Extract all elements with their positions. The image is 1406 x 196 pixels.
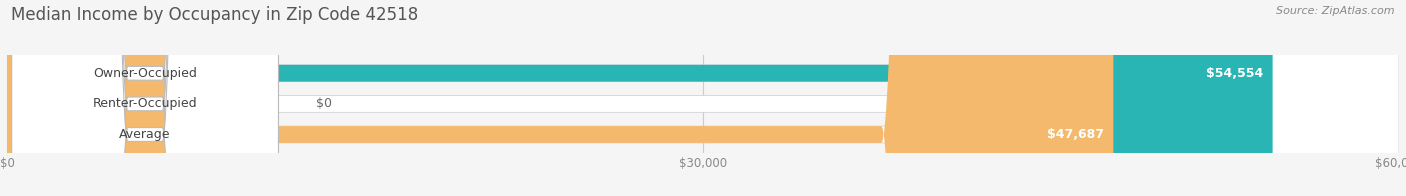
Text: Renter-Occupied: Renter-Occupied (93, 97, 197, 110)
FancyBboxPatch shape (11, 0, 278, 196)
Text: $0: $0 (315, 97, 332, 110)
Text: Median Income by Occupancy in Zip Code 42518: Median Income by Occupancy in Zip Code 4… (11, 6, 419, 24)
FancyBboxPatch shape (7, 0, 1399, 196)
Text: Average: Average (120, 128, 170, 141)
Text: Source: ZipAtlas.com: Source: ZipAtlas.com (1277, 6, 1395, 16)
FancyBboxPatch shape (11, 0, 278, 196)
FancyBboxPatch shape (7, 0, 1272, 196)
Text: $47,687: $47,687 (1047, 128, 1104, 141)
FancyBboxPatch shape (7, 0, 1399, 196)
Text: Owner-Occupied: Owner-Occupied (93, 67, 197, 80)
FancyBboxPatch shape (7, 0, 1114, 196)
Text: $54,554: $54,554 (1206, 67, 1264, 80)
FancyBboxPatch shape (11, 0, 278, 196)
FancyBboxPatch shape (7, 0, 1399, 196)
